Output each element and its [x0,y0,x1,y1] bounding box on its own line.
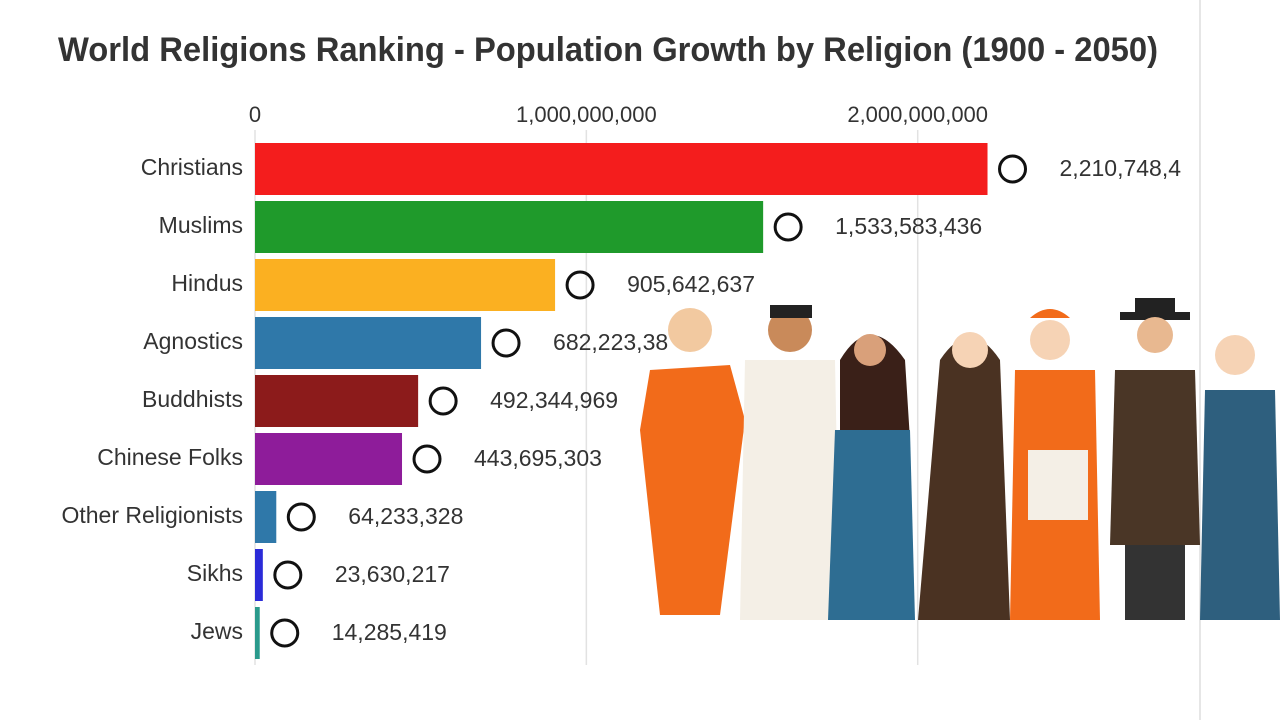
value-label: 492,344,969 [490,387,618,413]
plot: 0 1,000,000,000 2,000,000,000 Christians 2,2… [61,102,1181,665]
bar [255,549,263,601]
category-label: Muslims [159,212,243,238]
chart-title: World Religions Ranking - Population Gro… [58,31,1158,69]
category-label: Sikhs [187,560,243,586]
value-label: 2,210,748,4 [1060,155,1182,181]
value-label: 682,223,38 [553,329,668,355]
category-label: Buddhists [142,386,243,412]
bar [255,143,988,195]
religion-icon [773,212,803,242]
x-tick-label: 1,000,000,000 [516,102,657,127]
bar [255,375,419,427]
x-tick-label: 2,000,000,000 [847,102,988,127]
figure-rabbi [1110,298,1200,620]
religion-icon [565,270,595,300]
category-label: Jews [191,618,243,644]
bar [255,607,260,659]
value-label: 1,533,583,436 [835,213,982,239]
x-tick-label: 0 [249,102,261,127]
bar [255,433,403,485]
category-label: Chinese Folks [97,444,243,470]
value-label: 905,642,637 [627,271,755,297]
bar [255,317,482,369]
bar [255,259,556,311]
bar [255,201,764,253]
category-label: Other Religionists [61,502,243,528]
figure-sheikh [740,305,840,620]
figure-cardinal [1010,309,1100,620]
religion-icon [286,502,316,532]
religion-icon [412,444,442,474]
value-label: 443,695,303 [474,445,602,471]
figure-monk [640,308,745,615]
category-label: Hindus [171,270,243,296]
figure-woman [1200,335,1280,620]
religion-icon [998,154,1028,184]
value-label: 14,285,419 [332,619,447,645]
category-label: Agnostics [143,328,243,354]
religion-icon [273,560,303,590]
religion-icon [270,618,300,648]
religion-icon [428,386,458,416]
figure-hijab [828,334,915,620]
value-label: 23,630,217 [335,561,450,587]
value-label: 64,233,328 [348,503,463,529]
figure-nun [918,332,1010,620]
religion-icon [491,328,521,358]
category-label: Christians [141,154,243,180]
bar [255,491,277,543]
illustration [640,298,1280,620]
